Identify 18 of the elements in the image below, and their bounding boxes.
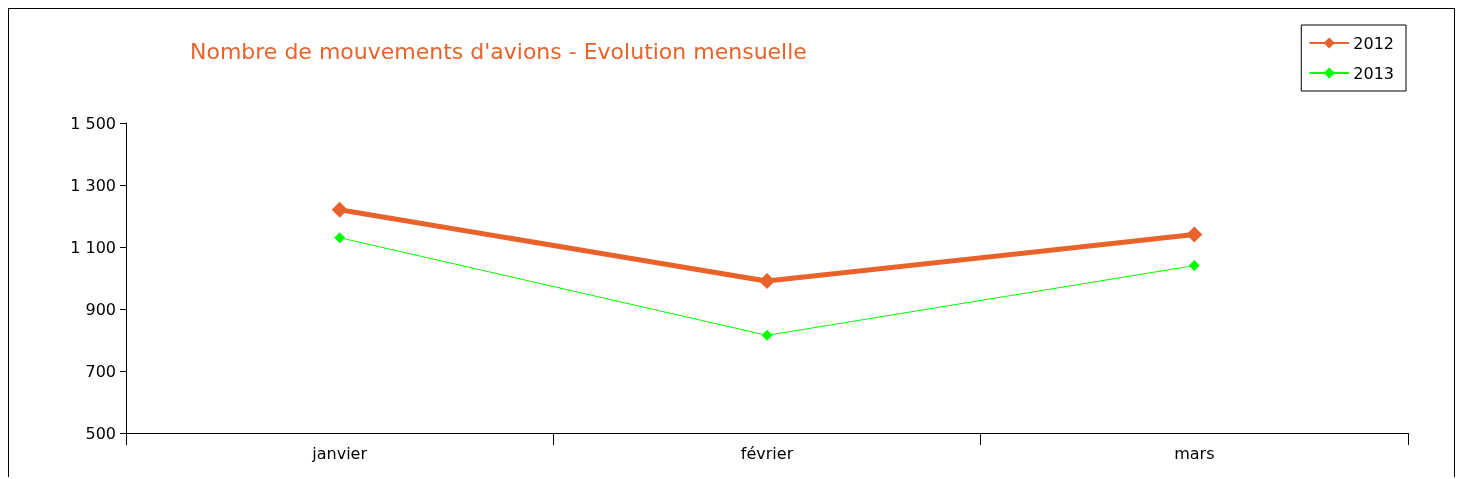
point (331, 201, 348, 218)
point (334, 232, 346, 244)
point (761, 329, 773, 341)
x-tick-label: février (740, 443, 794, 463)
y-tick-label: 500 (85, 423, 116, 443)
y-tick-label: 1 100 (70, 237, 116, 257)
y-tick-label: 1 500 (70, 113, 116, 133)
point (1186, 226, 1203, 243)
y-tick-label: 1 300 (70, 175, 116, 195)
y-tick-label: 900 (85, 299, 116, 319)
chart-title: Nombre de mouvements d'avions - Evolution mensuelle (190, 38, 807, 64)
x-tick-label: mars (1174, 443, 1215, 463)
legend-label: 2013 (1353, 63, 1394, 83)
x-tick-label: janvier (311, 443, 368, 463)
legend-label: 2012 (1353, 33, 1394, 53)
point (759, 273, 775, 290)
point (1188, 260, 1200, 272)
y-tick-label: 700 (85, 361, 116, 381)
